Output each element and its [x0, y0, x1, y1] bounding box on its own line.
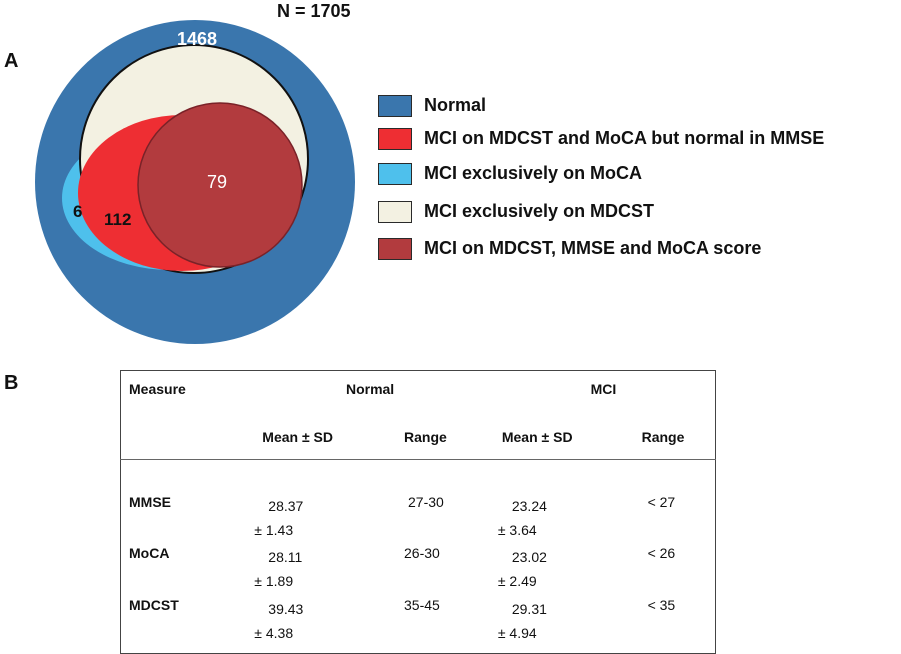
row-measure: MoCA [129, 545, 170, 562]
row-measure: MMSE [129, 493, 171, 510]
mci-sd-value: ± 2.49 [497, 573, 537, 590]
panel-b-label: B [4, 372, 19, 394]
subheader-normal-mean-sd: Mean ± SD [262, 428, 333, 445]
legend-item-all-three: MCI on MDCST, MMSE and MoCA score [378, 236, 898, 266]
group-header-normal: Normal [345, 381, 395, 397]
legend-swatch-all-three [378, 238, 412, 260]
mci-sd-value: ± 4.94 [497, 624, 537, 641]
normal-mean-value: 28.11 [268, 549, 303, 566]
mci-mean-value: 29.31 [511, 600, 547, 617]
venn-total-label: N = 1705 [277, 1, 351, 21]
venn-count-all-three: 79 [207, 172, 227, 192]
normal-mean-value: 39.43 [268, 600, 304, 617]
subheader-mci-range: Range [641, 428, 685, 445]
table-row: MoCA 28.11 ± 1.89 26-30 23.02 ± 2.49 < 2… [121, 545, 716, 597]
panel-a-label: A [4, 50, 19, 72]
legend-label-mdcst-moca: MCI on MDCST and MoCA but normal in MMSE [424, 128, 825, 148]
venn-count-mdcst-moca: 112 [104, 210, 131, 229]
mci-range-value: < 35 [647, 596, 676, 613]
mci-mean-value: 23.02 [511, 549, 547, 566]
legend-item-mdcst-moca: MCI on MDCST and MoCA but normal in MMSE [378, 126, 898, 156]
legend-item-moca-only: MCI exclusively on MoCA [378, 161, 898, 191]
normal-sd-value: ± 1.89 [254, 573, 294, 590]
legend-label-all-three: MCI on MDCST, MMSE and MoCA score [424, 238, 762, 258]
row-mci-mean-sd: 23.24 ± 3.64 [492, 494, 632, 546]
legend-swatch-normal [378, 95, 412, 117]
mci-mean-value: 23.24 [511, 497, 547, 514]
group-header-mci: MCI [590, 381, 617, 397]
mci-sd-value: ± 3.64 [497, 521, 537, 538]
row-normal-mean-sd: 39.43 ± 4.38 [248, 597, 382, 654]
normal-range-value: 26-30 [404, 545, 440, 562]
legend-swatch-moca-only [378, 163, 412, 185]
row-measure: MDCST [129, 596, 179, 613]
legend-label-normal: Normal [424, 95, 487, 115]
normal-mean-value: 28.37 [268, 497, 304, 514]
venn-count-normal: 1468 [177, 29, 217, 49]
normal-range-value: 35-45 [404, 596, 440, 613]
legend-item-normal: Normal [378, 93, 898, 123]
row-normal-mean-sd: 28.11 ± 1.89 [248, 545, 382, 597]
venn-count-moca-only: 6 [73, 202, 82, 221]
legend-label-mdcst-only: MCI exclusively on MDCST [424, 201, 655, 221]
legend-swatch-mdcst-only [378, 201, 412, 223]
mci-range-value: < 26 [647, 545, 676, 562]
legend-label-moca-only: MCI exclusively on MoCA [424, 163, 643, 183]
venn-all-three-region [137, 102, 303, 268]
row-mci-mean-sd: 29.31 ± 4.94 [492, 597, 632, 654]
row-normal-mean-sd: 28.37 ± 1.43 [248, 494, 382, 546]
statistics-table: Measure Normal MCI Mean ± SD Range Mean … [120, 370, 716, 654]
legend-item-mdcst-only: MCI exclusively on MDCST [378, 199, 898, 229]
subheader-normal-range: Range [404, 428, 447, 445]
normal-sd-value: ± 1.43 [254, 521, 294, 538]
table-row: MDCST 39.43 ± 4.38 35-45 29.31 ± 4.94 < … [121, 597, 716, 654]
measure-header: Measure [129, 381, 186, 397]
table-row: MMSE 28.37 ± 1.43 27-30 23.24 ± 3.64 < 2… [121, 494, 716, 546]
subheader-mci-mean-sd: Mean ± SD [501, 428, 573, 445]
mci-range-value: < 27 [647, 493, 676, 510]
normal-sd-value: ± 4.38 [254, 624, 294, 641]
legend-swatch-mdcst-moca [378, 128, 412, 150]
row-mci-mean-sd: 23.02 ± 2.49 [492, 545, 632, 597]
venn-diagram: N = 1705 1468 112 6 79 [35, 1, 355, 344]
table-header-divider [120, 458, 716, 494]
normal-range-value: 27-30 [408, 493, 444, 510]
